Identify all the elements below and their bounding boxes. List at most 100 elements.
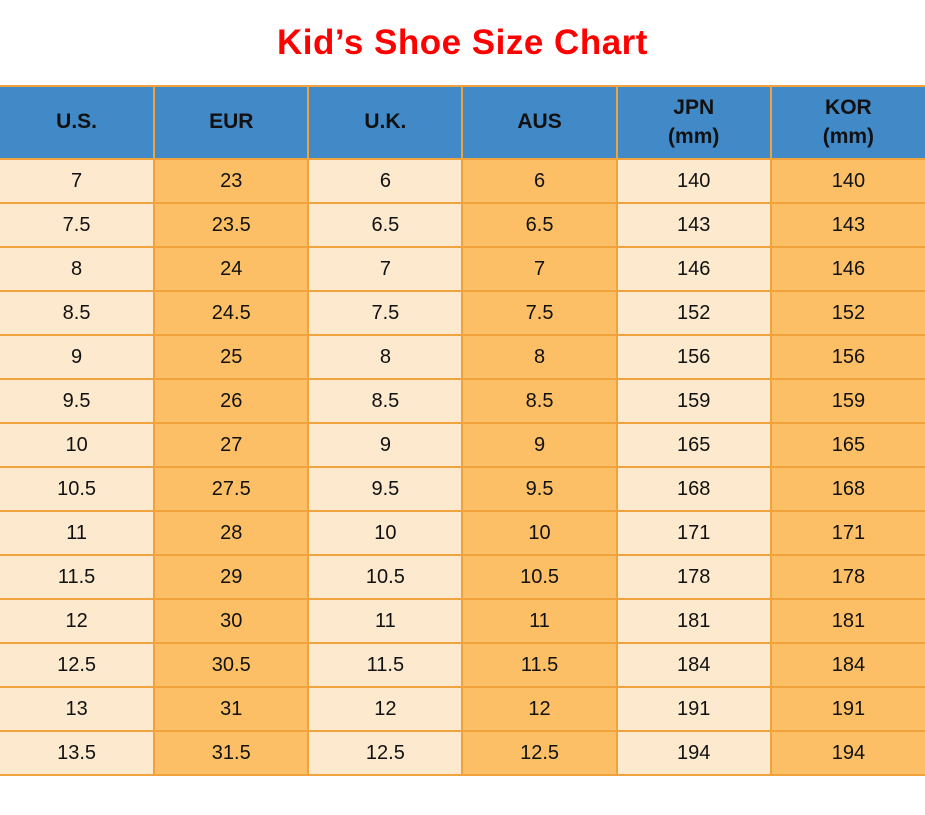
table-cell-uk: 12.5 — [307, 730, 464, 776]
table-cell-us: 11 — [0, 510, 156, 556]
table-row: 8 24 7 7 146 146 — [0, 246, 925, 292]
table-cell-eur: 25 — [153, 334, 310, 380]
table-cell-uk: 12 — [307, 686, 464, 732]
table-cell-eur: 24 — [153, 246, 310, 292]
table-cell-kor: 165 — [769, 422, 925, 468]
table-cell-kor: 140 — [769, 158, 925, 204]
table-cell-us: 10 — [0, 422, 156, 468]
table-cell-kor: 159 — [769, 378, 925, 424]
table-cell-uk: 9.5 — [307, 466, 464, 512]
table-cell-uk: 9 — [307, 422, 464, 468]
table-cell-eur: 30 — [153, 598, 310, 644]
table-cell-eur: 23 — [153, 158, 310, 204]
column-header-sublabel: (mm) — [822, 124, 875, 148]
table-cell-jpn: 156 — [615, 334, 772, 380]
table-cell-us: 7 — [0, 158, 156, 204]
size-table-body: 7 23 6 6 140 140 7.5 23.5 6.5 6.5 143 14… — [0, 158, 925, 776]
table-cell-aus: 12.5 — [461, 730, 618, 776]
table-cell-kor: 184 — [769, 642, 925, 688]
table-cell-uk: 11 — [307, 598, 464, 644]
table-row: 12 30 11 11 181 181 — [0, 598, 925, 644]
table-cell-kor: 146 — [769, 246, 925, 292]
table-cell-eur: 24.5 — [153, 290, 310, 336]
table-cell-kor: 191 — [769, 686, 925, 732]
table-row: 9.5 26 8.5 8.5 159 159 — [0, 378, 925, 424]
table-row: 7.5 23.5 6.5 6.5 143 143 — [0, 202, 925, 248]
table-cell-kor: 156 — [769, 334, 925, 380]
table-cell-us: 12 — [0, 598, 156, 644]
table-row: 13.5 31.5 12.5 12.5 194 194 — [0, 730, 925, 776]
column-header-uk: U.K. — [307, 85, 464, 160]
column-header-us: U.S. — [0, 85, 156, 160]
table-cell-us: 8.5 — [0, 290, 156, 336]
table-cell-uk: 6.5 — [307, 202, 464, 248]
table-cell-jpn: 165 — [615, 422, 772, 468]
table-cell-jpn: 152 — [615, 290, 772, 336]
column-header-label: KOR — [825, 96, 872, 120]
table-cell-eur: 27 — [153, 422, 310, 468]
table-cell-aus: 12 — [461, 686, 618, 732]
column-header-label: U.K. — [364, 110, 407, 134]
table-row: 9 25 8 8 156 156 — [0, 334, 925, 380]
table-cell-uk: 8 — [307, 334, 464, 380]
column-header-label: JPN — [673, 96, 715, 120]
table-cell-eur: 30.5 — [153, 642, 310, 688]
table-cell-eur: 29 — [153, 554, 310, 600]
table-cell-aus: 7 — [461, 246, 618, 292]
table-cell-uk: 6 — [307, 158, 464, 204]
table-cell-eur: 27.5 — [153, 466, 310, 512]
table-cell-jpn: 140 — [615, 158, 772, 204]
table-cell-jpn: 181 — [615, 598, 772, 644]
table-cell-kor: 171 — [769, 510, 925, 556]
table-cell-aus: 11.5 — [461, 642, 618, 688]
table-cell-jpn: 191 — [615, 686, 772, 732]
table-cell-kor: 194 — [769, 730, 925, 776]
table-row: 12.5 30.5 11.5 11.5 184 184 — [0, 642, 925, 688]
table-cell-kor: 152 — [769, 290, 925, 336]
table-row: 10 27 9 9 165 165 — [0, 422, 925, 468]
table-row: 8.5 24.5 7.5 7.5 152 152 — [0, 290, 925, 336]
table-cell-uk: 8.5 — [307, 378, 464, 424]
table-cell-eur: 31 — [153, 686, 310, 732]
table-cell-aus: 9.5 — [461, 466, 618, 512]
table-cell-aus: 10 — [461, 510, 618, 556]
table-cell-jpn: 178 — [615, 554, 772, 600]
table-cell-eur: 26 — [153, 378, 310, 424]
table-cell-uk: 10 — [307, 510, 464, 556]
column-header-label: EUR — [209, 110, 254, 134]
table-cell-aus: 10.5 — [461, 554, 618, 600]
table-cell-kor: 143 — [769, 202, 925, 248]
column-header-eur: EUR — [153, 85, 310, 160]
column-header-label: U.S. — [56, 110, 97, 134]
table-cell-kor: 178 — [769, 554, 925, 600]
table-cell-jpn: 184 — [615, 642, 772, 688]
table-cell-us: 7.5 — [0, 202, 156, 248]
table-cell-jpn: 159 — [615, 378, 772, 424]
table-cell-us: 12.5 — [0, 642, 156, 688]
column-header-kor: KOR (mm) — [769, 85, 925, 160]
table-cell-eur: 31.5 — [153, 730, 310, 776]
table-row: 10.5 27.5 9.5 9.5 168 168 — [0, 466, 925, 512]
shoe-size-table: U.S. EUR U.K. AUS JPN (mm) KOR (mm) — [0, 85, 925, 776]
table-cell-jpn: 171 — [615, 510, 772, 556]
table-cell-jpn: 194 — [615, 730, 772, 776]
column-header-label: AUS — [517, 110, 562, 134]
table-row: 11 28 10 10 171 171 — [0, 510, 925, 556]
table-cell-eur: 23.5 — [153, 202, 310, 248]
table-cell-aus: 11 — [461, 598, 618, 644]
table-row: 7 23 6 6 140 140 — [0, 158, 925, 204]
table-row: 13 31 12 12 191 191 — [0, 686, 925, 732]
table-cell-us: 9.5 — [0, 378, 156, 424]
table-row: 11.5 29 10.5 10.5 178 178 — [0, 554, 925, 600]
table-cell-aus: 6.5 — [461, 202, 618, 248]
table-cell-kor: 181 — [769, 598, 925, 644]
table-cell-us: 8 — [0, 246, 156, 292]
table-cell-eur: 28 — [153, 510, 310, 556]
table-cell-aus: 9 — [461, 422, 618, 468]
table-cell-us: 11.5 — [0, 554, 156, 600]
table-cell-uk: 10.5 — [307, 554, 464, 600]
table-cell-us: 13.5 — [0, 730, 156, 776]
header-row: U.S. EUR U.K. AUS JPN (mm) KOR (mm) — [0, 85, 925, 160]
table-cell-aus: 8.5 — [461, 378, 618, 424]
column-header-aus: AUS — [461, 85, 618, 160]
